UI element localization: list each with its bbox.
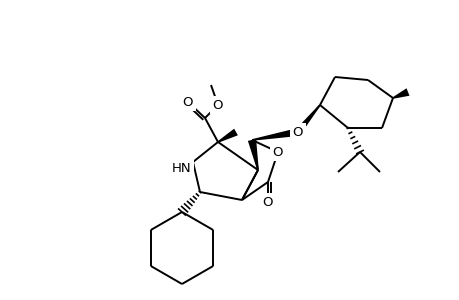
Polygon shape	[252, 128, 298, 141]
Text: O: O	[262, 196, 273, 208]
Polygon shape	[392, 88, 409, 99]
Polygon shape	[217, 129, 237, 143]
Polygon shape	[247, 139, 258, 170]
Polygon shape	[295, 104, 320, 134]
Text: O: O	[272, 146, 283, 158]
Text: HN: HN	[172, 161, 191, 175]
Text: O: O	[212, 98, 223, 112]
Text: O: O	[292, 125, 302, 139]
Text: O: O	[182, 95, 193, 109]
